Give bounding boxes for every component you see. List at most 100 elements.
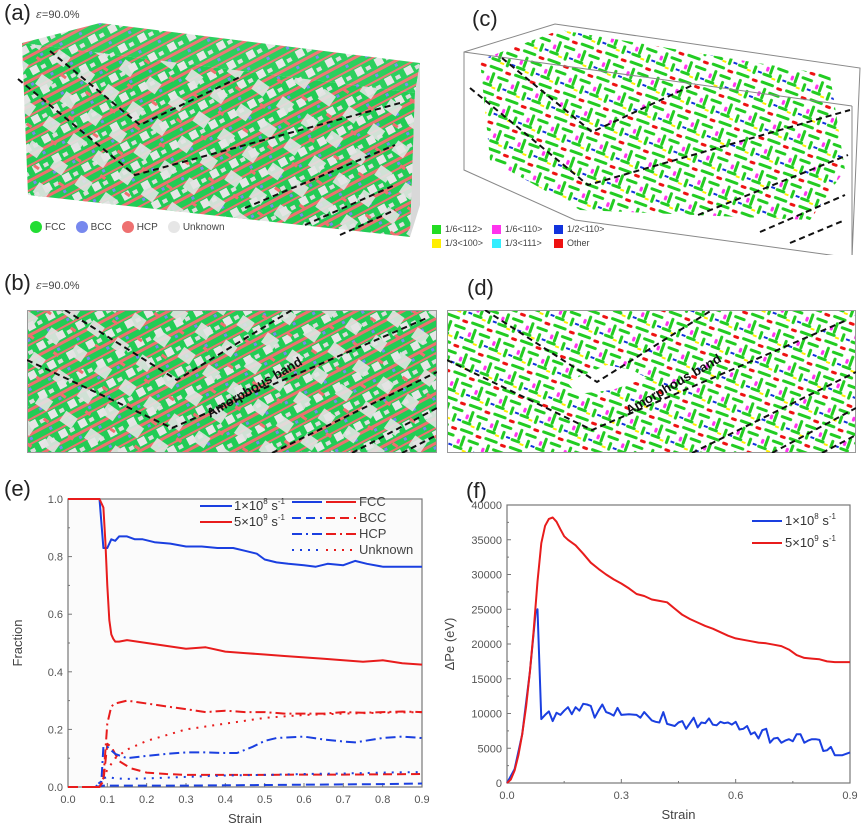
panel-d-label: (d) — [467, 275, 494, 300]
y-tick-label: 40000 — [471, 500, 502, 512]
panel-d-dislocation-cross-section: Amorphous band — [447, 310, 856, 453]
band-boundary-line — [501, 57, 696, 134]
band-boundary-line — [271, 371, 437, 453]
band-boundary-line — [469, 87, 851, 187]
panel-a-atomic-structure-render — [17, 23, 420, 237]
series-line — [68, 782, 423, 788]
series-line — [68, 735, 423, 788]
hirth-swatch — [432, 238, 441, 248]
x-tick-label: 0.7 — [336, 794, 351, 806]
plot-area — [506, 504, 851, 784]
legend-item-bcc: BCC — [75, 221, 112, 233]
band-boundary-line — [447, 319, 848, 432]
legend-item-unknown: Unknown — [167, 221, 225, 233]
chart-f-potential-energy: 0.0 0.3 0.6 0.9 0 5000 10000 15000 20000 25000 300… — [442, 500, 858, 822]
y-tick-label: 5000 — [478, 743, 502, 755]
frank-swatch — [492, 238, 501, 248]
y-axis-label: ΔPe (eV) — [442, 618, 457, 671]
strain-value: =90.0% — [41, 9, 80, 21]
series-line — [68, 699, 423, 788]
x-tick-label: 0.4 — [218, 794, 233, 806]
legend-label: 1×108 s-1 — [785, 512, 837, 528]
cross-section-frame — [447, 310, 856, 453]
panel-c-label: (c) — [472, 6, 498, 31]
band-boundary-line — [27, 317, 428, 430]
legend-item-fcc: FCC — [30, 221, 66, 233]
legend-rate-label: 1×108 s-1 — [234, 497, 286, 513]
band-boundary-line — [821, 434, 856, 453]
other-swatch — [554, 238, 563, 248]
x-tick-label: 0.3 — [614, 790, 629, 802]
box-right-face — [410, 63, 420, 237]
x-tick-label: 0.1 — [100, 794, 115, 806]
dislocation-legend: 1/6<112> 1/6<110> 1/2<110> 1/3<100> 1/3<… — [432, 224, 614, 248]
x-tick-label: 0.2 — [139, 794, 154, 806]
y-tick-label: 0.4 — [48, 667, 63, 679]
series-line — [68, 711, 423, 788]
strain-value: =90.0% — [41, 280, 80, 292]
y-tick-label: 0.6 — [48, 609, 63, 621]
legend-style-label: Unknown — [359, 542, 413, 557]
band-boundary-line — [351, 407, 437, 453]
x-tick-label: 0.6 — [296, 794, 311, 806]
band-boundary-line — [759, 194, 846, 233]
legend-item-dislocation: 1/6<112> — [432, 224, 492, 234]
legend-item-hcp: HCP — [121, 221, 158, 233]
series-group — [506, 516, 851, 784]
band-boundary-line — [304, 184, 396, 226]
x-axis-label: Strain — [662, 807, 696, 822]
series-line — [68, 498, 422, 568]
perfect-swatch — [554, 224, 563, 234]
shockley-swatch — [432, 224, 441, 234]
legend-rate-label: 5×109 s-1 — [234, 513, 286, 529]
y-tick-label: 0.8 — [48, 552, 63, 564]
x-tick-label: 0.9 — [414, 794, 429, 806]
band-boundary-line — [771, 407, 856, 453]
panel-c-dislocation-render — [463, 23, 861, 255]
y-tick-label: 10000 — [471, 709, 502, 721]
chart-e-phase-fraction: 0.0 0.1 0.2 0.3 0.4 0.5 0.6 0.7 0.8 0.9 0.0 0.2 0.4 0… — [10, 494, 430, 826]
band-boundary-line — [484, 310, 713, 384]
epsilon-symbol: ε — [36, 8, 42, 21]
cross-section-overlay — [27, 310, 437, 453]
bcc-swatch — [75, 221, 88, 233]
y-tick-label: 0.2 — [48, 724, 63, 736]
series-group — [68, 498, 423, 788]
panel-a-strain: ε=90.0% — [36, 8, 80, 21]
band-boundary-line — [401, 434, 437, 453]
legend-item-dislocation: 1/3<111> — [492, 238, 554, 248]
dislocation-fill — [447, 310, 856, 453]
y-tick-label: 25000 — [471, 604, 502, 616]
y-tick-label: 15000 — [471, 674, 502, 686]
legend-style-label: BCC — [359, 510, 386, 525]
series-line — [506, 608, 851, 784]
band-boundary-line — [17, 78, 401, 177]
legend-item-dislocation: 1/2<110> — [554, 224, 614, 234]
cross-section-frame — [27, 310, 437, 453]
stair-rod-swatch — [492, 224, 501, 234]
band-boundary-line — [49, 50, 241, 127]
band-boundary-line — [339, 209, 396, 236]
y-tick-label: 0.0 — [48, 782, 63, 794]
panel-b-strain: ε=90.0% — [36, 279, 80, 292]
y-tick-label: 1.0 — [48, 494, 63, 506]
series-line — [506, 516, 850, 784]
band-boundary-line — [697, 154, 849, 216]
structure-legend: FCC BCC HCP Unknown — [30, 221, 225, 233]
x-tick-label: 0.9 — [842, 790, 857, 802]
band-boundary-line — [64, 310, 293, 382]
fcc-swatch — [30, 221, 42, 233]
box-edge — [463, 51, 853, 107]
y-tick-label: 30000 — [471, 570, 502, 582]
plot-area — [67, 498, 423, 788]
x-axis-label: Strain — [228, 811, 262, 826]
x-tick-label: 0.6 — [728, 790, 743, 802]
y-axis-label: Fraction — [10, 620, 25, 667]
series-line — [68, 498, 423, 666]
legend-item-dislocation: Other — [554, 238, 614, 248]
panel-a-label: (a) — [4, 0, 31, 25]
panel-f-label: (f) — [466, 478, 487, 503]
x-tick-label: 0.5 — [257, 794, 272, 806]
x-tick-label: 0.0 — [499, 790, 514, 802]
band-boundary-line — [691, 371, 856, 453]
